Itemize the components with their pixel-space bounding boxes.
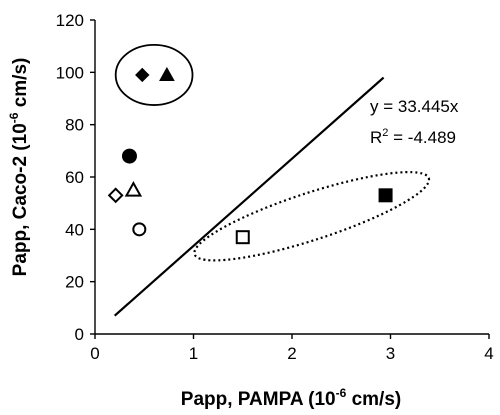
point-square [235, 230, 250, 245]
x-axis-title: Papp, PAMPA (10-6 cm/s) [181, 386, 401, 410]
ticks: 0 20 40 60 80 100 120 0 1 2 3 4 [56, 11, 494, 363]
point-triangle [124, 181, 143, 197]
y-tick-label: 60 [65, 168, 84, 187]
highlight-ellipse-dotted [193, 170, 431, 262]
x-axis-title-sup: -6 [336, 386, 347, 400]
y-tick-label: 120 [56, 11, 84, 30]
axes [94, 20, 489, 335]
x-tick-label: 0 [90, 344, 99, 363]
y-axis-title-suffix: cm/s) [10, 58, 31, 113]
x-tick-label: 3 [386, 344, 395, 363]
y-axis-title-prefix: Papp, Caco-2 (10 [10, 123, 31, 276]
y-tick-label: 80 [65, 116, 84, 135]
point-diamond [107, 187, 124, 204]
data-points [107, 66, 393, 245]
y-tick-label: 20 [65, 273, 84, 292]
point-triangle [159, 66, 175, 82]
trendline [113, 76, 385, 317]
highlight-ellipses [114, 43, 431, 262]
y-axis-title-sup: -6 [7, 112, 21, 123]
trendline-group [113, 76, 385, 317]
y-tick-label: 40 [65, 220, 84, 239]
r-squared-suffix: = -4.489 [388, 128, 456, 147]
x-axis-title-prefix: Papp, PAMPA (10 [181, 389, 336, 410]
x-tick-label: 1 [189, 344, 198, 363]
r-squared-label: R2 = -4.489 [370, 127, 456, 147]
point-circle [121, 148, 137, 164]
r-squared-prefix: R [370, 128, 382, 147]
x-tick-label: 4 [484, 344, 493, 363]
x-axis-title-suffix: cm/s) [346, 389, 401, 410]
y-tick-label: 100 [56, 63, 84, 82]
x-tick-label: 2 [287, 344, 296, 363]
r-squared-sup: 2 [382, 127, 388, 139]
y-axis-title: Papp, Caco-2 (10-6 cm/s) [7, 58, 31, 277]
y-tick-label: 0 [75, 325, 84, 344]
point-circle [132, 222, 147, 237]
trendline-equation: y = 33.445x [370, 97, 459, 116]
highlight-ellipse-solid [114, 43, 194, 106]
point-diamond [135, 67, 150, 83]
point-square [378, 188, 393, 203]
